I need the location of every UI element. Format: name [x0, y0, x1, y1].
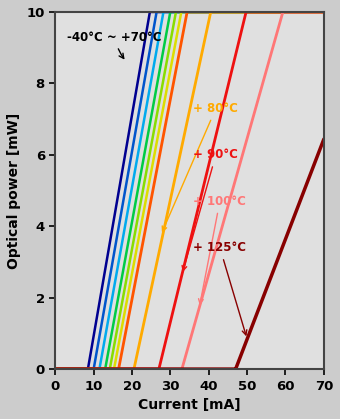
- Y-axis label: Optical power [mW]: Optical power [mW]: [7, 112, 21, 269]
- X-axis label: Current [mA]: Current [mA]: [138, 398, 241, 412]
- Text: + 80°C: + 80°C: [162, 102, 238, 231]
- Text: -40°C ~ +70°C: -40°C ~ +70°C: [67, 31, 161, 58]
- Text: + 100°C: + 100°C: [193, 195, 246, 304]
- Text: + 125°C: + 125°C: [193, 241, 247, 335]
- Text: + 90°C: + 90°C: [182, 148, 238, 271]
